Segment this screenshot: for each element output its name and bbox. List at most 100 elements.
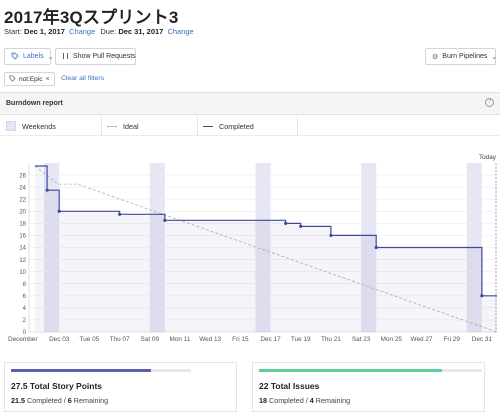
y-tick-label: 26 (19, 173, 26, 179)
clear-all-filters-link[interactable]: Clear all filters (61, 75, 105, 82)
legend-divider (197, 116, 198, 136)
tag-icon (11, 52, 19, 62)
issues-card: 22 Total Issues 18 Completed / 4 Remaini… (252, 362, 485, 412)
completed-swatch (203, 125, 213, 127)
x-axis-ticks: December Dec 03 Tue 05 Thu 07 Sat 09 Mon 11 We… (8, 336, 492, 343)
completed-marker (45, 188, 49, 192)
chevron-down-icon: ⌄ (47, 53, 54, 61)
x-tick-label: Wed 13 (199, 336, 221, 343)
issues-completed-label: Completed (269, 396, 304, 405)
legend-weekends[interactable]: Weekends (6, 116, 56, 136)
burn-pipelines-button[interactable]: ⚙ Burn Pipelines ⌄ (425, 48, 498, 65)
tag-icon (9, 74, 16, 84)
filter-chip-label: not:Epic (19, 75, 43, 83)
issues-total: 22 Total Issues (259, 381, 319, 391)
panel-header: Burndown report ? (0, 93, 500, 115)
y-tick-label: 8 (23, 282, 27, 288)
y-tick-label: 0 (23, 330, 27, 336)
y-tick-label: 4 (23, 306, 27, 312)
completed-marker (329, 233, 333, 238)
y-tick-label: 12 (19, 258, 26, 264)
x-tick-label: Thu 07 (110, 336, 130, 343)
labels-button-label: Labels (23, 53, 44, 60)
x-tick-label: Wed 27 (411, 336, 433, 343)
x-tick-label: Tue 19 (291, 336, 311, 343)
filter-chip-not-epic[interactable]: not:Epic × (4, 72, 55, 86)
completed-marker (374, 245, 378, 250)
issues-completed-value: 18 (259, 396, 267, 405)
show-pull-requests-button[interactable]: Show Pull Requests (55, 48, 136, 65)
issues-progress-track (259, 369, 482, 372)
completed-markers (45, 188, 484, 298)
change-due-link[interactable]: Change (167, 27, 194, 36)
completed-marker (299, 224, 303, 228)
x-tick-label: Dec 17 (260, 336, 281, 343)
legend-ideal[interactable]: Ideal (107, 116, 139, 136)
x-tick-label: Dec 03 (49, 336, 70, 343)
y-tick-label: 18 (19, 222, 26, 228)
change-start-link[interactable]: Change (69, 27, 96, 36)
legend-divider (297, 116, 298, 136)
x-tick-label: Mon 25 (381, 336, 403, 343)
issues-separator: / (305, 396, 308, 405)
y-tick-label: 24 (19, 185, 26, 191)
completed-area (35, 166, 497, 332)
remove-filter-icon[interactable]: × (45, 75, 50, 83)
sprint-dates: Start: Dec 1, 2017 Change Due: Dec 31, 2… (4, 27, 197, 36)
completed-marker (284, 221, 288, 225)
start-label: Start: (4, 27, 22, 36)
x-tick-label: Thu 21 (321, 336, 341, 343)
issues-total-value: 22 (259, 381, 269, 391)
issues-progress-fill (259, 369, 442, 372)
y-tick-label: 16 (19, 234, 26, 240)
burn-pipelines-label: Burn Pipelines (442, 53, 488, 60)
x-tick-label: Tue 05 (80, 336, 100, 343)
show-pull-requests-label: Show Pull Requests (73, 53, 136, 60)
report-title: Burndown report (6, 100, 63, 107)
y-tick-label: 20 (19, 209, 26, 215)
issues-remaining-label: Remaining (315, 396, 351, 405)
story-points-total-value: 27.5 (11, 381, 28, 391)
legend-completed[interactable]: Completed (203, 116, 254, 136)
today-label: Today (479, 154, 497, 161)
story-points-total: 27.5 Total Story Points (11, 381, 102, 391)
story-points-completed-value: 21.5 (11, 396, 25, 405)
legend-ideal-label: Ideal (123, 121, 139, 131)
x-tick-label: Sat 09 (141, 336, 160, 343)
legend-divider (101, 116, 102, 136)
issues-breakdown: 18 Completed / 4 Remaining (259, 396, 350, 405)
story-points-total-label: Total Story Points (29, 381, 103, 391)
y-tick-label: 2 (23, 318, 27, 324)
story-points-progress-fill (11, 369, 152, 372)
y-tick-label: 22 (19, 197, 26, 203)
y-tick-label: 10 (19, 270, 26, 276)
x-tick-label: Sat 23 (352, 336, 371, 343)
due-label: Due: (100, 27, 117, 36)
ideal-swatch (107, 125, 117, 127)
completed-marker (57, 209, 61, 213)
x-tick-label: Fri 15 (232, 336, 249, 343)
chevron-down-icon: ⌄ (491, 53, 498, 61)
completed-marker (117, 212, 122, 216)
weekend-swatch (6, 121, 16, 131)
labels-button[interactable]: Labels ⌄ (4, 48, 54, 65)
grid-lines (28, 163, 497, 333)
summary-cards: 27.5 Total Story Points 21.5 Completed /… (0, 355, 500, 414)
pull-request-icon (62, 52, 69, 62)
x-tick-label: Mon 11 (170, 336, 191, 343)
ideal-line (34, 165, 498, 333)
x-tick-label: December (8, 336, 38, 343)
y-tick-label: 14 (19, 246, 26, 252)
story-points-remaining-value: 6 (67, 396, 72, 405)
x-tick-label: Fri 29 (444, 336, 461, 343)
issues-total-label: Total Issues (270, 381, 320, 391)
story-points-completed-label: Completed (27, 396, 62, 405)
gear-icon: ⚙ (432, 53, 439, 61)
chart-legend: Weekends Ideal Completed (0, 116, 500, 136)
completed-marker (480, 294, 484, 298)
help-icon[interactable]: ? (485, 98, 494, 107)
story-points-separator: / (63, 396, 66, 405)
x-tick-label: Dec 31 (472, 336, 493, 343)
